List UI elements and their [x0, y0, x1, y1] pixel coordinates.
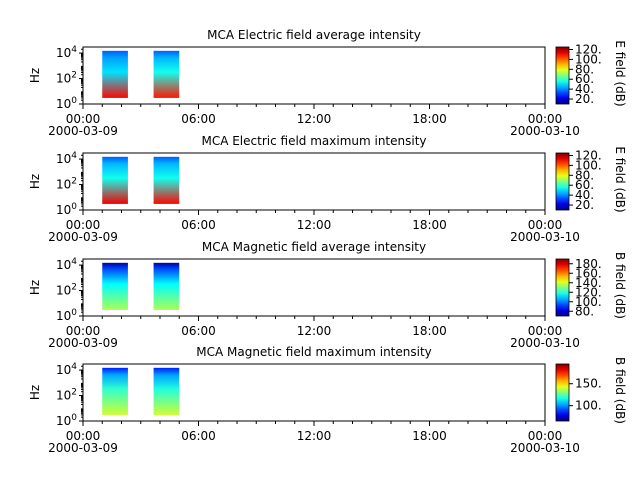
data-block	[102, 367, 128, 415]
x-tick-label: 12:00	[297, 218, 332, 232]
data-block	[153, 367, 180, 415]
x-tick-label: 12:00	[297, 429, 332, 443]
data-block	[153, 156, 180, 204]
data-block	[102, 262, 128, 310]
x-date-start: 2000-03-09	[48, 230, 118, 244]
x-tick-label: 18:00	[412, 218, 447, 232]
x-tick-label: 12:00	[297, 112, 332, 126]
data-block	[102, 50, 128, 98]
x-date-start: 2000-03-09	[48, 336, 118, 350]
colorbar-tick-label: 80.	[575, 62, 594, 76]
colorbar-tick-label: 40.	[575, 188, 594, 202]
x-tick-label: 06:00	[181, 429, 216, 443]
colorbar-tick-label: 60.	[575, 72, 594, 86]
panel-4: MCA Magnetic field maximum intensity 100 1…	[28, 345, 627, 455]
panel-title: MCA Magnetic field maximum intensity	[196, 345, 432, 359]
y-axis-label: Hz	[28, 174, 42, 189]
colorbar-tick-label: 20.	[575, 198, 594, 212]
colorbar	[555, 152, 570, 211]
colorbar-tick-label: 160.	[575, 266, 602, 280]
x-tick-label: 00:00	[528, 324, 563, 338]
colorbar-tick-label: 100.	[575, 295, 602, 309]
colorbar-tick-label: 20.	[575, 92, 594, 106]
y-tick-label: 102	[56, 71, 77, 86]
x-tick-label: 12:00	[297, 324, 332, 338]
y-tick-label: 102	[56, 177, 77, 192]
y-axis-label: Hz	[28, 68, 42, 83]
y-tick-label: 102	[56, 388, 77, 403]
x-tick-label: 06:00	[181, 112, 216, 126]
axes-frame	[82, 152, 546, 211]
colorbar-tick-label: 120.	[575, 42, 602, 56]
panel-title: MCA Electric field average intensity	[207, 28, 421, 42]
y-axis-label: Hz	[28, 280, 42, 295]
x-tick-label: 00:00	[66, 324, 101, 338]
x-tick-label: 00:00	[66, 112, 101, 126]
colorbar-label: B field (dB)	[613, 252, 627, 319]
x-date-end: 2000-03-10	[510, 230, 580, 244]
axes-frame	[82, 363, 546, 422]
colorbar-tick-label: 140.	[575, 276, 602, 290]
colorbar-tick-label: 120.	[575, 148, 602, 162]
x-tick-label: 00:00	[528, 429, 563, 443]
colorbar-tick-label: 80.	[575, 304, 594, 318]
axes-frame	[82, 258, 546, 317]
x-tick-label: 00:00	[528, 112, 563, 126]
x-tick-label: 00:00	[66, 429, 101, 443]
colorbar-tick-label: 100.	[575, 158, 602, 172]
data-block	[153, 50, 180, 98]
panel-title: MCA Electric field maximum intensity	[201, 134, 426, 148]
colorbar-label: E field (dB)	[613, 40, 627, 106]
colorbar-tick-label: 150.	[575, 377, 602, 391]
y-tick-label: 102	[56, 283, 77, 298]
y-axis-label: Hz	[28, 385, 42, 400]
colorbar-tick-label: 40.	[575, 82, 594, 96]
colorbar-tick-label: 180.	[575, 257, 602, 271]
panel-2: MCA Electric field maximum intensity 100 1…	[28, 134, 627, 244]
panel-3: MCA Magnetic field average intensity 100 1…	[28, 240, 627, 350]
x-date-end: 2000-03-10	[510, 124, 580, 138]
y-tick-label: 104	[56, 45, 77, 60]
x-date-end: 2000-03-10	[510, 441, 580, 455]
colorbar-label: B field (dB)	[613, 357, 627, 424]
x-tick-label: 06:00	[181, 324, 216, 338]
colorbar-tick-label: 100.	[575, 399, 602, 413]
y-tick-label: 100	[56, 413, 77, 428]
colorbar	[555, 363, 570, 422]
colorbar-tick-label: 100.	[575, 52, 602, 66]
axes-frame	[82, 46, 546, 105]
panel-1: MCA Electric field average intensity 100 1…	[28, 28, 627, 138]
colorbar-label: E field (dB)	[613, 146, 627, 212]
y-tick-label: 100	[56, 308, 77, 323]
x-date-end: 2000-03-10	[510, 336, 580, 350]
x-tick-label: 06:00	[181, 218, 216, 232]
x-tick-label: 00:00	[66, 218, 101, 232]
colorbar-tick-label: 60.	[575, 178, 594, 192]
colorbar-tick-label: 120.	[575, 285, 602, 299]
data-block	[102, 156, 128, 204]
colorbar	[555, 258, 570, 317]
x-date-start: 2000-03-09	[48, 441, 118, 455]
colorbar-tick-label: 80.	[575, 168, 594, 182]
y-tick-label: 100	[56, 202, 77, 217]
colorbar	[555, 46, 570, 105]
y-tick-label: 104	[56, 362, 77, 377]
x-tick-label: 18:00	[412, 112, 447, 126]
y-tick-label: 100	[56, 96, 77, 111]
y-tick-label: 104	[56, 151, 77, 166]
data-block	[153, 262, 180, 310]
x-date-start: 2000-03-09	[48, 124, 118, 138]
x-tick-label: 18:00	[412, 429, 447, 443]
x-tick-label: 18:00	[412, 324, 447, 338]
y-tick-label: 104	[56, 257, 77, 272]
panel-title: MCA Magnetic field average intensity	[202, 240, 426, 254]
x-tick-label: 00:00	[528, 218, 563, 232]
